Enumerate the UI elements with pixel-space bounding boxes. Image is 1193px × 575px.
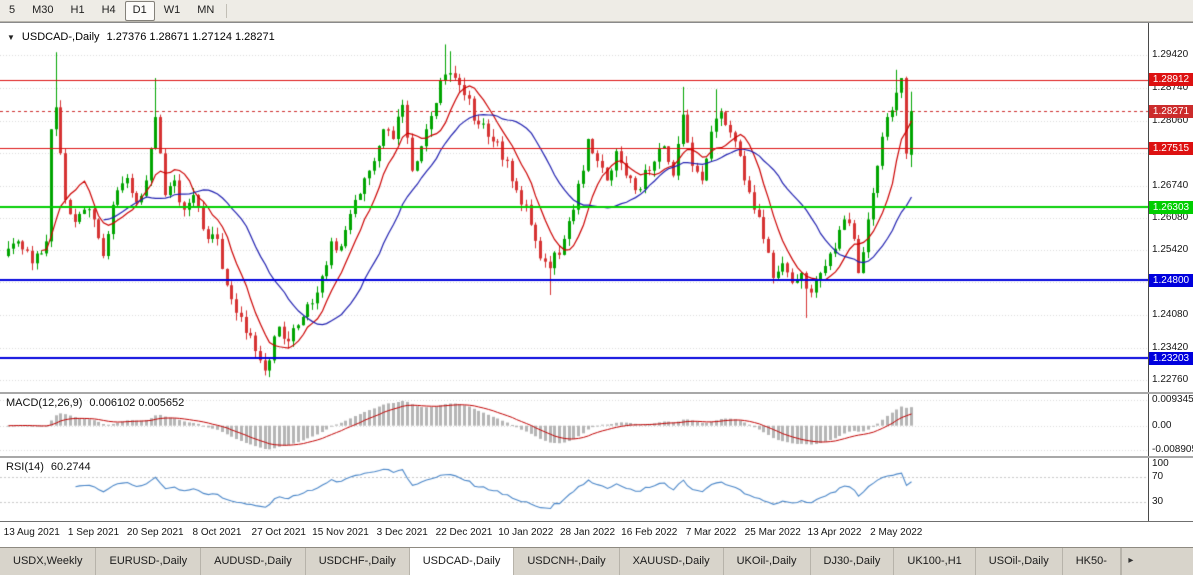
timeframe-button-h4[interactable]: H4 — [101, 3, 116, 16]
rsi-canvas[interactable] — [0, 458, 1148, 521]
rsi-axis-tick: 100 — [1152, 458, 1169, 469]
rsi-axis-tick: 70 — [1152, 470, 1164, 482]
price-chart-canvas[interactable] — [0, 23, 1148, 392]
timeframe-button-m5[interactable]: 5 — [9, 3, 16, 16]
chart-tab-usdcnh-daily[interactable]: USDCNH-,Daily — [514, 548, 620, 575]
chart-tab-ukoil-daily[interactable]: UKOil-,Daily — [724, 548, 811, 575]
rsi-indicator-value: 60.2744 — [50, 461, 91, 473]
chart-tab-eurusd-daily[interactable]: EURUSD-,Daily — [96, 548, 202, 575]
date-axis[interactable]: 13 Aug 2021 1 Sep 2021 20 Sep 2021 8 Oct 20… — [0, 521, 1193, 547]
macd-axis-tick: 0.009345 — [1152, 394, 1193, 405]
chart-tabs-bar: USDX,Weekly EURUSD-,Daily AUDUSD-,Daily USD… — [0, 547, 1193, 575]
macd-panel: MACD(12,26,9) 0.006102 0.005652 0.009345… — [0, 394, 1193, 456]
date-axis-label: 28 Jan 2022 — [559, 527, 616, 538]
toolbar-separator — [226, 3, 228, 18]
chart-symbol-label: USDCAD-,Daily — [21, 31, 100, 43]
price-axis-tick: 1.25420 — [1152, 244, 1189, 256]
price-axis-tick: 1.24080 — [1152, 309, 1189, 321]
macd-axis-tick: -0.008905 — [1152, 444, 1193, 455]
date-axis-label: 1 Sep 2021 — [67, 527, 120, 538]
hline-price-label: 1.26303 — [1149, 200, 1193, 214]
chart-tab-xauusd-daily[interactable]: XAUUSD-,Daily — [620, 548, 724, 575]
timeframe-button-w1[interactable]: W1 — [163, 3, 181, 16]
price-axis-tick: 1.23420 — [1152, 341, 1189, 353]
date-axis-label: 2 May 2022 — [870, 527, 923, 538]
tab-scroll-right-icon[interactable]: ▸ — [1120, 548, 1140, 575]
price-plot-area[interactable]: ▼ USDCAD-,Daily 1.27376 1.28671 1.27124 … — [0, 23, 1148, 392]
chart-tab-audusd-daily[interactable]: AUDUSD-,Daily — [201, 548, 306, 575]
date-axis-label: 13 Aug 2021 — [3, 527, 60, 538]
rsi-plot-area[interactable]: RSI(14) 60.2744 — [0, 458, 1148, 521]
rsi-indicator-name: RSI(14) — [6, 461, 44, 473]
chart-ohlc-values: 1.27376 1.28671 1.27124 1.28271 — [106, 31, 275, 43]
macd-indicator-label-row: MACD(12,26,9) 0.006102 0.005652 — [6, 397, 184, 409]
price-axis-tick: 1.29420 — [1152, 49, 1189, 61]
date-axis-label: 7 Mar 2022 — [685, 527, 737, 538]
chart-tab-usdchf-daily[interactable]: USDCHF-,Daily — [306, 548, 410, 575]
hline-price-label: 1.27515 — [1149, 141, 1193, 155]
date-axis-label: 16 Feb 2022 — [621, 527, 678, 538]
hline-price-label: 1.23203 — [1149, 351, 1193, 365]
chart-collapse-icon[interactable]: ▼ — [7, 32, 15, 42]
chart-title: ▼ USDCAD-,Daily 1.27376 1.28671 1.27124 … — [7, 31, 275, 43]
price-axis-tick: 1.28740 — [1152, 82, 1189, 94]
price-axis[interactable]: 1.294201.287401.280601.274201.267401.260… — [1148, 23, 1193, 392]
chart-tab-usoil-daily[interactable]: USOil-,Daily — [976, 548, 1063, 575]
date-axis-label: 3 Dec 2021 — [376, 527, 428, 538]
date-axis-label: 13 Apr 2022 — [807, 527, 862, 538]
date-axis-label: 27 Oct 2021 — [251, 527, 306, 538]
current-price-label: 1.28271 — [1149, 104, 1193, 118]
date-axis-label: 15 Nov 2021 — [312, 527, 369, 538]
chart-tab-uk100-h1[interactable]: UK100-,H1 — [894, 548, 976, 575]
rsi-panel: RSI(14) 60.2744 100 70 30 — [0, 458, 1193, 521]
timeframe-button-mn[interactable]: MN — [197, 3, 215, 16]
macd-canvas[interactable] — [0, 394, 1148, 456]
timeframe-toolbar: 5 M30 H1 H4 D1 W1 MN — [0, 0, 1193, 22]
chart-tab-dj30-daily[interactable]: DJ30-,Daily — [811, 548, 895, 575]
chart-tab-hk50[interactable]: HK50- — [1063, 548, 1121, 575]
date-axis-label: 22 Dec 2021 — [435, 527, 493, 538]
chart-tab-usdx-weekly[interactable]: USDX,Weekly — [0, 548, 97, 575]
date-axis-label: 8 Oct 2021 — [192, 527, 242, 538]
rsi-indicator-label-row: RSI(14) 60.2744 — [6, 461, 91, 473]
price-axis-tick: 1.26080 — [1152, 211, 1189, 223]
hline-price-label: 1.24800 — [1149, 273, 1193, 287]
chart-tab-usdcad-daily[interactable]: USDCAD-,Daily — [409, 548, 515, 575]
macd-indicator-values: 0.006102 0.005652 — [89, 397, 185, 409]
timeframe-button-d1[interactable]: D1 — [124, 0, 155, 21]
macd-indicator-name: MACD(12,26,9) — [6, 397, 83, 409]
date-axis-label: 25 Mar 2022 — [744, 527, 801, 538]
date-axis-label: 10 Jan 2022 — [498, 527, 554, 538]
timeframe-button-h1[interactable]: H1 — [70, 3, 85, 16]
rsi-axis[interactable]: 100 70 30 — [1148, 458, 1193, 521]
date-axis-label: 20 Sep 2021 — [126, 527, 184, 538]
rsi-window-splitter[interactable] — [0, 456, 1193, 458]
macd-plot-area[interactable]: MACD(12,26,9) 0.006102 0.005652 — [0, 394, 1148, 456]
price-axis-tick: 1.26740 — [1152, 179, 1189, 191]
chart-window-border — [0, 22, 1193, 23]
price-chart-panel: ▼ USDCAD-,Daily 1.27376 1.28671 1.27124 … — [0, 23, 1193, 392]
hline-price-label: 1.28912 — [1149, 73, 1193, 87]
timeframe-button-m30[interactable]: M30 — [32, 3, 54, 16]
macd-axis[interactable]: 0.009345 0.00 -0.008905 — [1148, 394, 1193, 456]
macd-window-splitter[interactable] — [0, 392, 1193, 394]
price-axis-tick: 1.22760 — [1152, 373, 1189, 385]
rsi-axis-tick: 30 — [1152, 496, 1164, 508]
price-axis-tick: 1.28060 — [1152, 115, 1189, 127]
macd-axis-tick: 0.00 — [1152, 419, 1172, 431]
